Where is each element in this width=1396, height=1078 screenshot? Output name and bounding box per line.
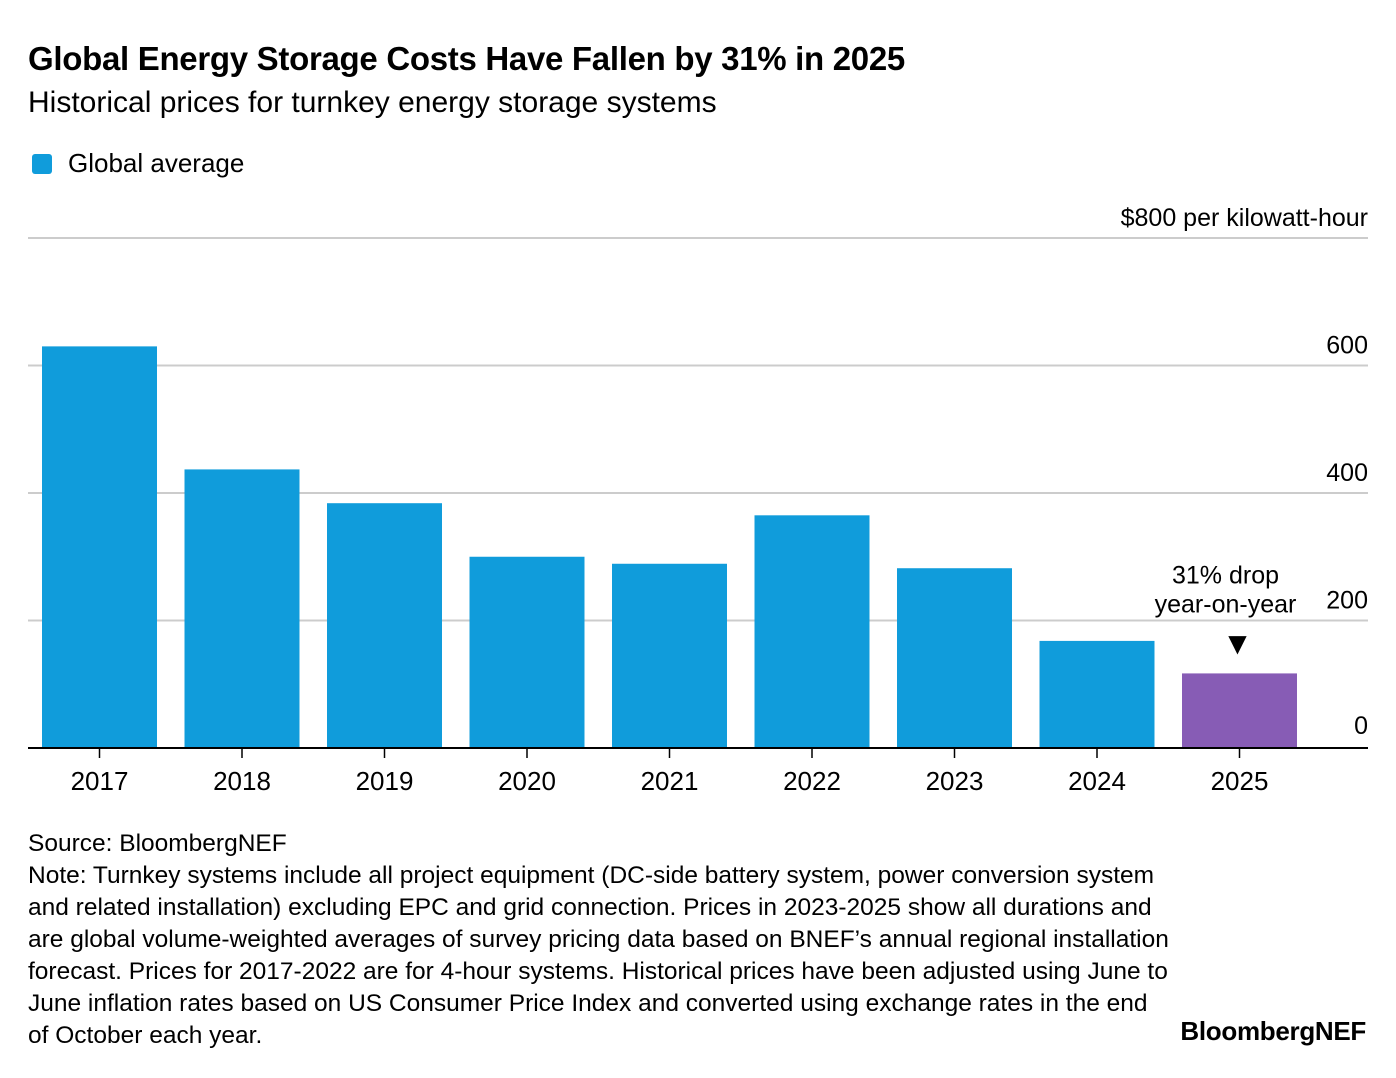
annotation-line: 31% drop <box>1172 561 1279 589</box>
bar-chart: 200 400 600 $800 per kilowatt-hour 0 2017 2018… <box>28 204 1368 796</box>
y-tick-label: $800 per kilowatt-hour <box>1121 204 1368 232</box>
bar <box>469 556 585 748</box>
x-tick-label: 2018 <box>213 766 271 796</box>
x-tick-label: 2022 <box>783 766 841 796</box>
bar <box>1182 673 1297 748</box>
x-tick-label: 2021 <box>641 766 699 796</box>
bar <box>754 515 870 748</box>
source-text: Source: BloombergNEF <box>28 830 287 857</box>
x-tick-label: 2019 <box>356 766 414 796</box>
brand-logo: BloombergNEF <box>1180 1016 1366 1046</box>
note-text: Note: Turnkey systems include all projec… <box>28 862 1169 1049</box>
x-tick-label: 2017 <box>71 766 129 796</box>
y-tick-label: 200 <box>1326 587 1368 615</box>
x-tick-label: 2024 <box>1068 766 1126 796</box>
bar <box>612 563 727 748</box>
x-tick-label: 2023 <box>926 766 984 796</box>
bar <box>42 346 157 748</box>
bar <box>897 568 1012 748</box>
bar <box>184 469 300 748</box>
x-tick-label: 2025 <box>1211 766 1269 796</box>
chart-title: Global Energy Storage Costs Have Fallen … <box>28 40 905 77</box>
y-tick-label: 0 <box>1354 712 1368 740</box>
y-tick-label: 600 <box>1326 332 1368 360</box>
chart-subtitle: Historical prices for turnkey energy sto… <box>28 86 717 119</box>
x-tick-label: 2020 <box>498 766 556 796</box>
legend: Global average <box>32 148 244 179</box>
bar <box>1039 640 1155 748</box>
annotation-line: year-on-year <box>1155 590 1297 618</box>
legend-swatch <box>32 153 52 174</box>
bar <box>327 503 442 748</box>
y-tick-label: 400 <box>1326 459 1368 487</box>
chart-footer: Source: BloombergNEF Note: Turnkey syste… <box>28 828 1173 1052</box>
annotation-arrow: ▼ <box>1228 629 1247 657</box>
legend-label: Global average <box>68 148 245 178</box>
